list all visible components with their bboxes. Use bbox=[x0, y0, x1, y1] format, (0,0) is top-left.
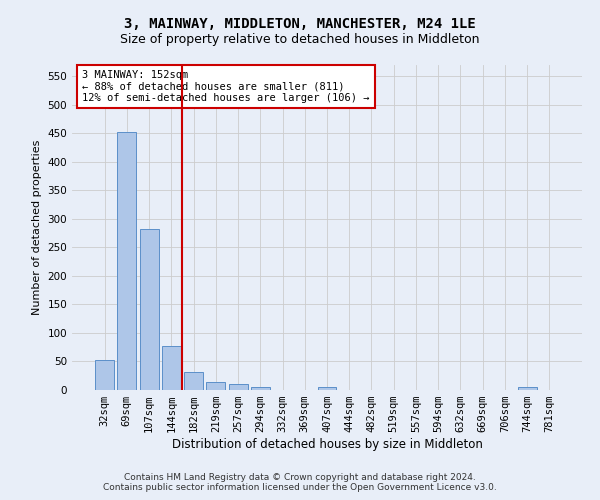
Bar bbox=[95, 360, 114, 390]
Text: 3 MAINWAY: 152sqm
← 88% of detached houses are smaller (811)
12% of semi-detache: 3 MAINWAY: 152sqm ← 88% of detached hous… bbox=[82, 70, 370, 103]
Bar bbox=[140, 228, 158, 390]
Bar bbox=[184, 372, 203, 390]
Text: 3, MAINWAY, MIDDLETON, MANCHESTER, M24 1LE: 3, MAINWAY, MIDDLETON, MANCHESTER, M24 1… bbox=[124, 18, 476, 32]
Bar bbox=[229, 384, 248, 390]
Bar bbox=[206, 382, 225, 390]
Text: Contains HM Land Registry data © Crown copyright and database right 2024.
Contai: Contains HM Land Registry data © Crown c… bbox=[103, 473, 497, 492]
Bar bbox=[118, 132, 136, 390]
Y-axis label: Number of detached properties: Number of detached properties bbox=[32, 140, 42, 315]
Bar bbox=[317, 386, 337, 390]
X-axis label: Distribution of detached houses by size in Middleton: Distribution of detached houses by size … bbox=[172, 438, 482, 451]
Bar bbox=[251, 386, 270, 390]
Bar bbox=[518, 387, 536, 390]
Bar bbox=[162, 346, 181, 390]
Text: Size of property relative to detached houses in Middleton: Size of property relative to detached ho… bbox=[120, 32, 480, 46]
